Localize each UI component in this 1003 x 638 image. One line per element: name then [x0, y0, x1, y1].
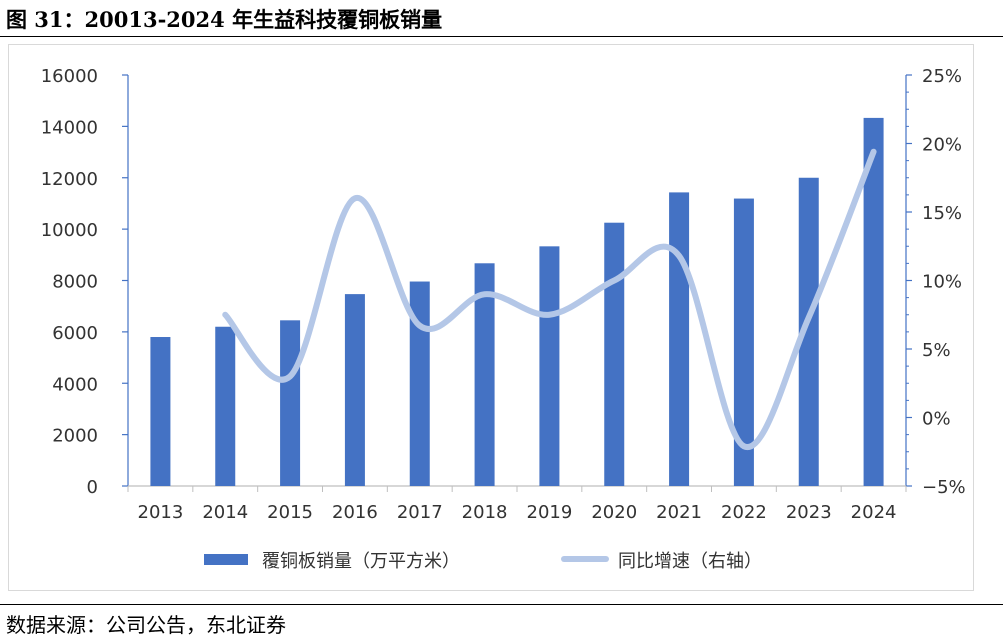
right-tick-label: 0%: [922, 409, 951, 430]
legend-swatch-bar: [204, 554, 248, 565]
bar: [733, 198, 754, 486]
bar: [798, 177, 819, 486]
bar: [474, 263, 495, 486]
right-tick-label: 20%: [922, 135, 962, 156]
right-tick-label: −5%: [922, 477, 966, 498]
left-tick-label: 8000: [52, 272, 98, 293]
legend-label-bar: 覆铜板销量（万平方米）: [262, 551, 460, 572]
left-tick-label: 14000: [41, 117, 98, 138]
left-tick-label: 16000: [41, 66, 98, 87]
x-axis: 2013 2014 2015 2016 2017 2018 2019 2020 2021 2022…: [127, 485, 907, 523]
bottom-rule: [0, 604, 1003, 605]
left-tick-label: 12000: [41, 169, 98, 190]
x-tick-label: 2024: [851, 502, 897, 523]
x-tick-label: 2023: [786, 502, 832, 523]
bar: [150, 337, 171, 486]
bar: [604, 222, 625, 486]
left-tick-label: 4000: [52, 374, 98, 395]
x-tick-label: 2021: [656, 502, 702, 523]
right-tick-label: 5%: [922, 340, 951, 361]
bars: [150, 117, 884, 486]
bar: [669, 192, 690, 486]
x-tick-label: 2020: [591, 502, 637, 523]
data-source: 数据来源：公司公告，东北证券: [6, 613, 286, 637]
left-tick-label: 10000: [41, 220, 98, 241]
bar: [215, 326, 236, 486]
x-tick-label: 2019: [527, 502, 573, 523]
x-tick-label: 2015: [267, 502, 313, 523]
x-tick-label: 2013: [138, 502, 184, 523]
legend: 覆铜板销量（万平方米） 同比增速（右轴）: [204, 551, 762, 572]
bar: [863, 117, 884, 486]
right-axis: −5% 0% 5% 10% 15% 20% 25%: [905, 66, 966, 498]
left-tick-label: 2000: [52, 426, 98, 447]
x-tick-label: 2016: [332, 502, 378, 523]
x-tick-label: 2014: [202, 502, 248, 523]
legend-label-line: 同比增速（右轴）: [618, 551, 762, 572]
x-tick-label: 2017: [397, 502, 443, 523]
left-tick-label: 6000: [52, 323, 98, 344]
left-axis: 0 2000 4000 6000 8000 10000 12000 14000 16000: [41, 66, 129, 498]
left-tick-label: 0: [87, 477, 98, 498]
chart-frame: [8, 44, 974, 591]
right-tick-label: 15%: [922, 203, 962, 224]
bar: [539, 246, 560, 486]
x-tick-label: 2018: [462, 502, 508, 523]
bar: [344, 294, 365, 486]
top-rule: [0, 36, 1003, 37]
x-tick-label: 2022: [721, 502, 767, 523]
growth-line: [222, 148, 877, 450]
bar: [280, 320, 301, 486]
growth-line-path: [222, 148, 877, 450]
chart-title: 图 31：20013-2024 年生益科技覆铜板销量: [6, 7, 443, 32]
right-tick-label: 25%: [922, 66, 962, 87]
bar: [409, 281, 430, 486]
right-tick-label: 10%: [922, 272, 962, 293]
